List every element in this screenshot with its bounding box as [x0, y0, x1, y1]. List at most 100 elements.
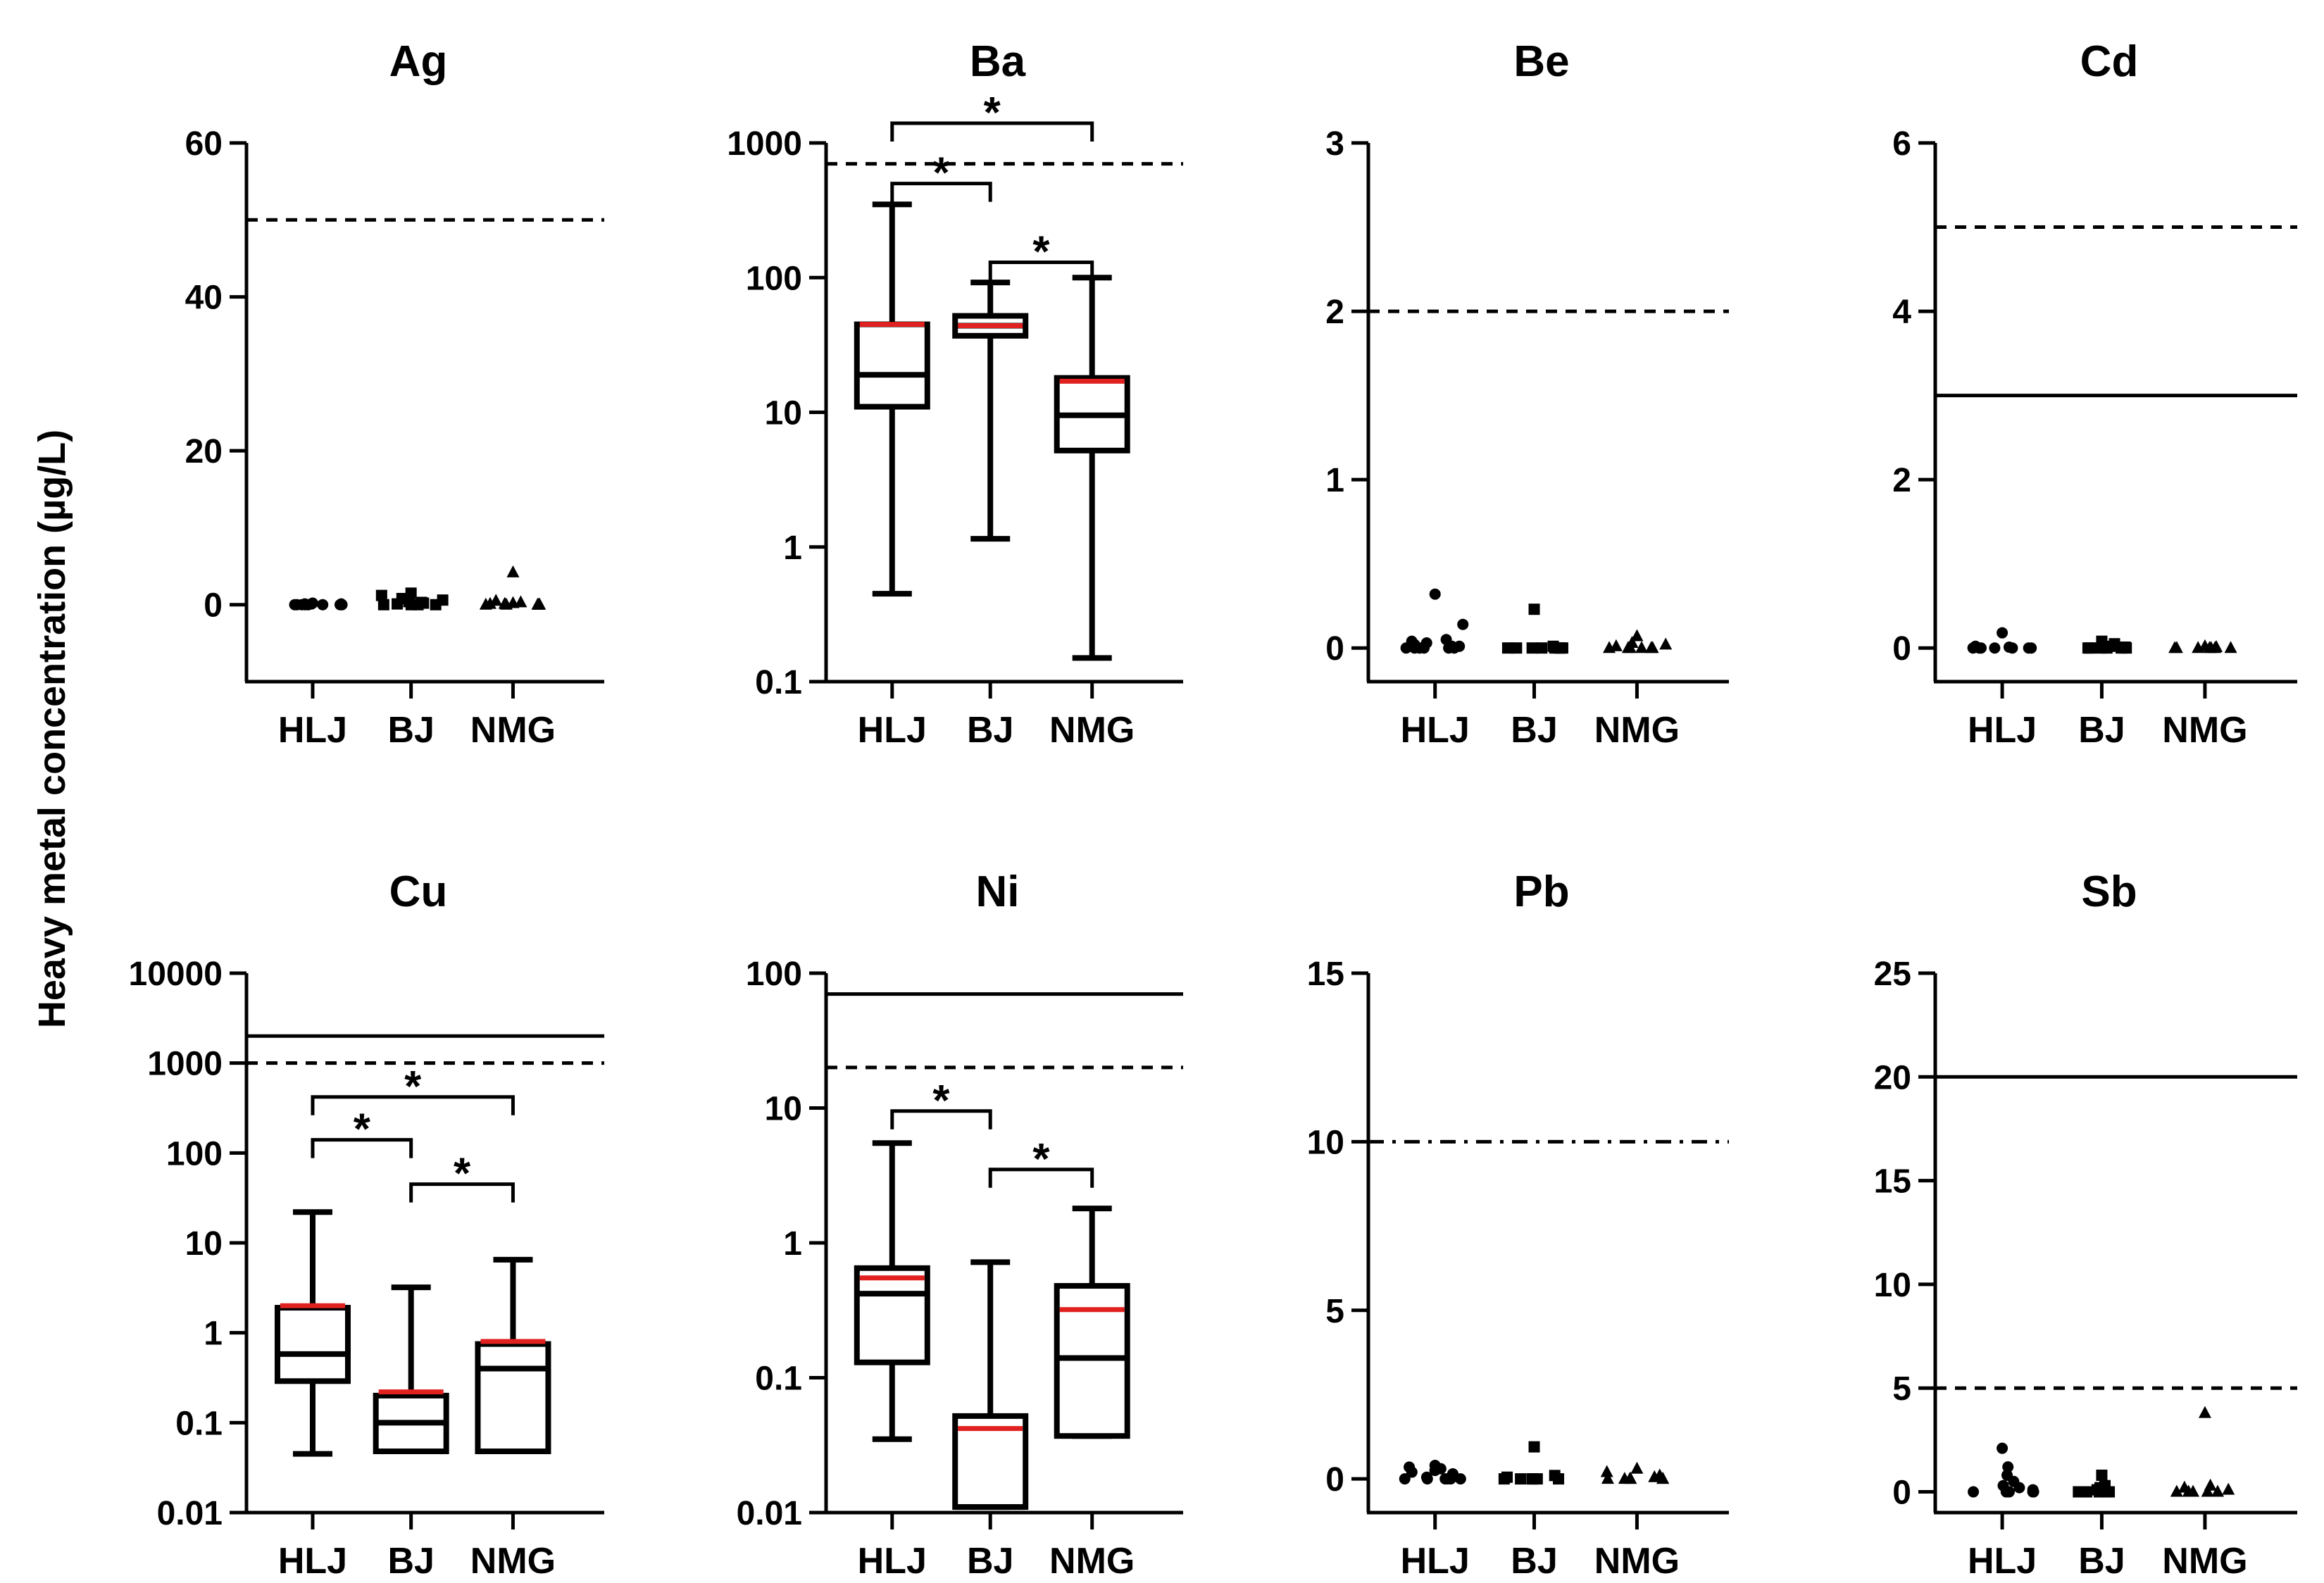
y-tick-label: 6: [1892, 125, 1911, 163]
box-iqr: [854, 1265, 930, 1365]
y-tick-label: 1: [1325, 462, 1344, 499]
data-point: [1644, 641, 1658, 653]
y-tick-label: 0.1: [175, 1405, 223, 1442]
points-nmg: [1600, 1461, 1670, 1484]
y-tick-label: 10: [765, 395, 802, 432]
x-tick-label: NMG: [470, 1541, 556, 1582]
points-hlj: [1400, 588, 1469, 654]
data-point: [1515, 1473, 1527, 1485]
y-tick-label: 15: [1874, 1163, 1911, 1201]
significance-bracket: [988, 260, 1094, 281]
panel-title: Sb: [2081, 868, 2137, 916]
x-tick-label: HLJ: [278, 1541, 347, 1582]
x-tick-label: NMG: [1594, 710, 1680, 751]
data-point: [2204, 1478, 2217, 1491]
points-nmg: [2170, 1406, 2235, 1497]
data-point: [375, 589, 387, 601]
y-tick-label: 1: [204, 1315, 223, 1353]
data-point: [1630, 1461, 1644, 1474]
box-bj: [952, 1259, 1029, 1510]
data-point: [1625, 636, 1639, 649]
data-point: [2178, 1480, 2191, 1493]
y-tick-label: 0: [204, 587, 223, 625]
data-point: [1536, 642, 1548, 654]
data-point: [2210, 639, 2223, 652]
points-hlj: [1399, 1459, 1466, 1485]
y-tick-label: 2: [1325, 294, 1344, 331]
data-point: [1653, 1468, 1666, 1481]
panel-cu: Cu 0.01 0.1 1 10 100 1000 10000 HLJ BJ NMG * * *: [129, 868, 604, 1582]
data-point: [2198, 1406, 2211, 1418]
x-tick-label: HLJ: [1401, 1541, 1470, 1582]
x-tick-label: BJ: [2078, 710, 2125, 751]
x-tick-label: HLJ: [858, 710, 927, 751]
points-bj: [2082, 635, 2132, 654]
data-point: [1635, 641, 1649, 653]
data-point: [2109, 638, 2120, 650]
data-point: [1404, 1461, 1416, 1473]
data-point: [405, 587, 417, 599]
significance-label: *: [354, 1106, 371, 1154]
significance-hlj-nmg: *: [890, 89, 1094, 142]
data-point: [1429, 1459, 1441, 1471]
data-point: [317, 599, 329, 611]
data-point: [2002, 1461, 2014, 1473]
panel-title: Ni: [976, 868, 1020, 916]
x-tick-label: BJ: [967, 710, 1013, 751]
data-point: [1526, 1473, 1538, 1485]
data-point: [416, 596, 427, 608]
panel-be: Be 0 1 2 3 HLJ BJ NMG: [1325, 37, 1729, 751]
y-tick-label: 100: [746, 956, 802, 993]
y-tick-label: 10: [1874, 1267, 1911, 1304]
points-nmg: [1603, 629, 1673, 653]
panel-ba: Ba 0.1 1 10 100 1000 HLJ BJ NMG * * *: [727, 37, 1183, 751]
data-point: [2096, 1469, 2108, 1481]
significance-bj-nmg: *: [988, 227, 1094, 281]
data-point: [2198, 639, 2211, 651]
y-tick-label: 10: [765, 1091, 802, 1128]
data-point: [2224, 641, 2237, 653]
x-tick-label: NMG: [1049, 1541, 1135, 1582]
y-tick-label: 100: [746, 260, 802, 297]
data-point: [1528, 603, 1540, 615]
data-point: [2096, 635, 2108, 647]
x-tick-label: HLJ: [1968, 710, 2037, 751]
panel-title: Ag: [389, 37, 448, 86]
data-point: [1526, 642, 1538, 654]
points-bj: [1498, 1441, 1565, 1485]
data-point: [2119, 641, 2131, 653]
y-tick-label: 0.01: [737, 1495, 802, 1532]
data-point: [1406, 635, 1418, 647]
data-point: [506, 565, 520, 577]
data-point: [1601, 1472, 1614, 1484]
box-hlj: [274, 1209, 351, 1457]
x-tick-label: NMG: [1049, 710, 1135, 751]
x-tick-label: HLJ: [1968, 1541, 2037, 1582]
x-tick-label: HLJ: [858, 1541, 927, 1582]
data-point: [2211, 1484, 2224, 1497]
data-point: [2023, 642, 2035, 654]
data-point: [1440, 634, 1452, 646]
panel-ni: Ni 0.01 0.1 1 10 100 HLJ BJ NMG * *: [737, 868, 1183, 1582]
points-bj: [375, 587, 449, 611]
significance-bracket: [311, 1138, 413, 1158]
data-point: [1997, 1479, 2009, 1491]
points-bj: [2073, 1469, 2116, 1498]
y-tick-label: 2: [1892, 462, 1911, 499]
y-axis-label: Heavy metal concentration (µg/L): [31, 430, 73, 1028]
data-point: [335, 598, 347, 610]
box-hlj: [854, 1140, 930, 1442]
data-point: [1511, 642, 1523, 654]
x-tick-label: BJ: [387, 710, 434, 751]
box-nmg: [1054, 1206, 1130, 1439]
panel-cd: Cd 0 2 4 6 HLJ BJ NMG: [1892, 37, 2297, 751]
y-tick-label: 10: [1307, 1124, 1344, 1161]
data-point: [2003, 641, 2015, 653]
data-point: [514, 595, 527, 608]
data-point: [1970, 640, 1982, 652]
y-tick-label: 5: [1892, 1370, 1911, 1408]
data-point: [306, 597, 318, 609]
data-point: [1989, 642, 2001, 654]
significance-bj-nmg: *: [988, 1135, 1094, 1188]
